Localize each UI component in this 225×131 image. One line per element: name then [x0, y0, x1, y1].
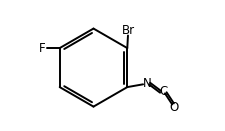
Text: O: O	[168, 101, 178, 114]
Text: C: C	[158, 86, 166, 99]
Text: Br: Br	[122, 24, 135, 37]
Text: F: F	[39, 42, 45, 55]
Text: N: N	[142, 77, 151, 90]
